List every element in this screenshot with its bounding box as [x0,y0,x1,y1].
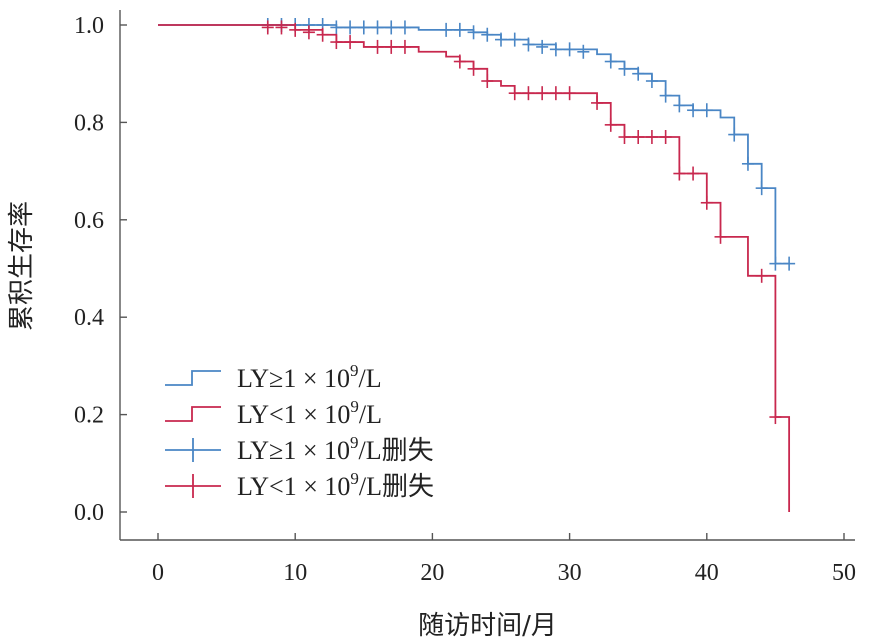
censor-mark [289,22,302,37]
x-tick-label: 0 [152,560,164,586]
censor-mark [618,61,631,76]
legend-item-0: LY≥1 × 109/L [165,361,382,393]
censor-mark [330,20,343,35]
censor-mark [563,42,576,57]
censor-mark [728,127,741,142]
legend-label: LY≥1 × 109/L删失 [237,433,434,466]
legend-label: LY<1 × 109/L删失 [237,469,434,502]
censor-mark [344,35,357,50]
censor-mark [453,22,466,37]
x-tick-label: 40 [695,560,719,586]
legend-swatch [165,370,221,386]
censor-mark [371,39,384,54]
censor-mark [453,54,466,69]
censor-mark [481,27,494,42]
censor-mark [385,20,398,35]
censor-mark [481,74,494,89]
censor-mark [714,229,727,244]
y-tick-label: 0.8 [74,110,104,136]
censor-mark [344,20,357,35]
censor-mark [755,268,768,283]
y-tick-label: 0.6 [74,208,104,234]
x-tick-label: 50 [832,560,856,586]
censor-mark [632,130,645,145]
censor-mark [508,32,521,47]
censor-mark [522,37,535,52]
censor-mark [398,39,411,54]
censor-mark [261,20,274,35]
censor-mark [673,166,686,181]
censor-mark [577,44,590,59]
censor-mark [467,61,480,76]
censor-mark [316,27,329,42]
censor-mark [659,130,672,145]
x-axis-title: 随访时间/月 [418,611,557,641]
censor-mark [467,25,480,40]
censor-mark [357,20,370,35]
legend-item-2: LY≥1 × 109/L删失 [165,433,434,466]
censor-mark [604,117,617,132]
legend: LY≥1 × 109/L LY<1 × 109/L LY≥1 × 109/L删失LY… [165,361,434,502]
censor-mark [522,86,535,101]
x-tick-label: 30 [558,560,582,586]
censor-mark [700,195,713,210]
censor-mark [549,86,562,101]
censor-mark [330,35,343,50]
y-axis-title: 累积生存率 [7,201,37,331]
censor-mark [687,103,700,118]
x-tick-label: 20 [420,560,444,586]
censor-mark [604,54,617,69]
censor-mark [769,410,782,425]
censor-mark [591,95,604,110]
censor-mark [741,156,754,171]
legend-label: LY≥1 × 109/L [237,361,382,393]
censor-mark [508,86,521,101]
censor-mark [398,20,411,35]
legend-swatch [165,406,221,422]
censor-mark [632,66,645,81]
censor-mark [618,130,631,145]
censor-mark [536,86,549,101]
legend-item-3: LY<1 × 109/L删失 [165,469,434,502]
censor-mark [536,39,549,54]
censor-mark [645,130,658,145]
legend-label: LY<1 × 109/L [237,397,382,429]
censor-mark [783,256,796,271]
censor-mark [645,74,658,89]
y-tick-label: 1.0 [74,13,104,39]
series-1 [158,20,791,512]
legend-item-1: LY<1 × 109/L [165,397,382,429]
axes: 0.0 0.2 0.4 0.6 0.8 1.0 0 10 20 30 40 50 [74,10,856,586]
censor-mark [371,20,384,35]
censor-mark [440,22,453,37]
series-0 [158,18,796,271]
censor-mark [769,256,782,271]
censor-mark [673,98,686,113]
y-tick-label: 0.2 [74,403,104,429]
y-tick-label: 0.0 [74,500,104,526]
censor-mark [549,42,562,57]
censor-mark [385,39,398,54]
censor-mark [495,32,507,47]
censor-mark [687,166,700,181]
censor-mark [302,25,315,40]
censor-mark [563,86,576,101]
censor-mark [659,88,672,103]
censor-mark [755,181,768,196]
series-layer [158,18,796,512]
y-tick-label: 0.4 [74,305,104,331]
censor-mark [700,103,713,118]
censor-mark [275,20,288,35]
x-tick-label: 10 [283,560,307,586]
